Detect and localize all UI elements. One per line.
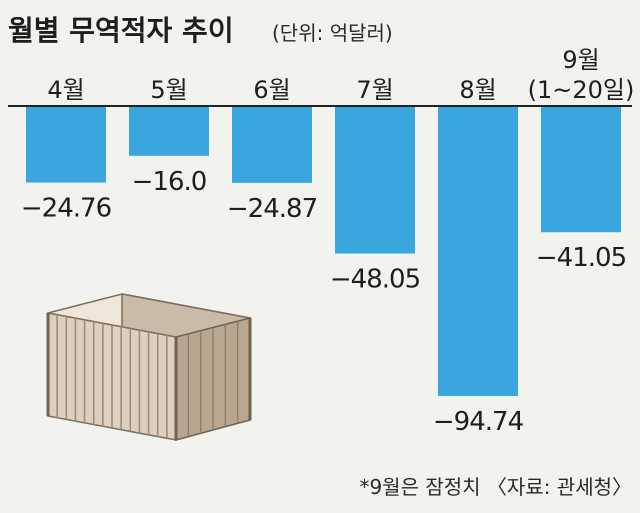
- category-label-2: 5월: [150, 76, 187, 104]
- value-label-6: −41.05: [536, 243, 626, 273]
- bar-6: [541, 107, 621, 233]
- category-label-6-line-2: (1~20일): [528, 76, 635, 104]
- category-label-4: 7월: [356, 76, 393, 104]
- chart-title: 월별 무역적자 추이: [8, 14, 234, 47]
- value-label-4: −48.05: [330, 265, 420, 295]
- bar-5: [438, 107, 518, 396]
- bar-4: [335, 107, 415, 254]
- bar-3: [232, 107, 312, 183]
- category-labels: 4월 5월 6월 7월 8월 9월(1~20일): [47, 46, 634, 104]
- category-label-5: 8월: [459, 76, 496, 104]
- source-footnote: *9월은 잠정치 〈자료: 관세청〉: [359, 475, 632, 499]
- category-label-3: 6월: [253, 76, 290, 104]
- value-label-2: −16.0: [132, 167, 207, 197]
- bar-2: [129, 107, 209, 156]
- category-label-1: 4월: [47, 76, 84, 104]
- bar-series: [26, 107, 621, 396]
- bar-1: [26, 107, 106, 183]
- value-label-1: −24.76: [21, 194, 111, 224]
- value-labels: −24.76 −16.0 −24.87 −48.05 −94.74 −41.05: [21, 167, 627, 437]
- shipping-container-illustration: [46, 293, 252, 441]
- value-label-5: −94.74: [433, 407, 524, 437]
- chart-unit: (단위: 억달러): [272, 21, 393, 45]
- category-label-6-line-1: 9월: [562, 46, 599, 74]
- value-label-3: −24.87: [227, 194, 317, 224]
